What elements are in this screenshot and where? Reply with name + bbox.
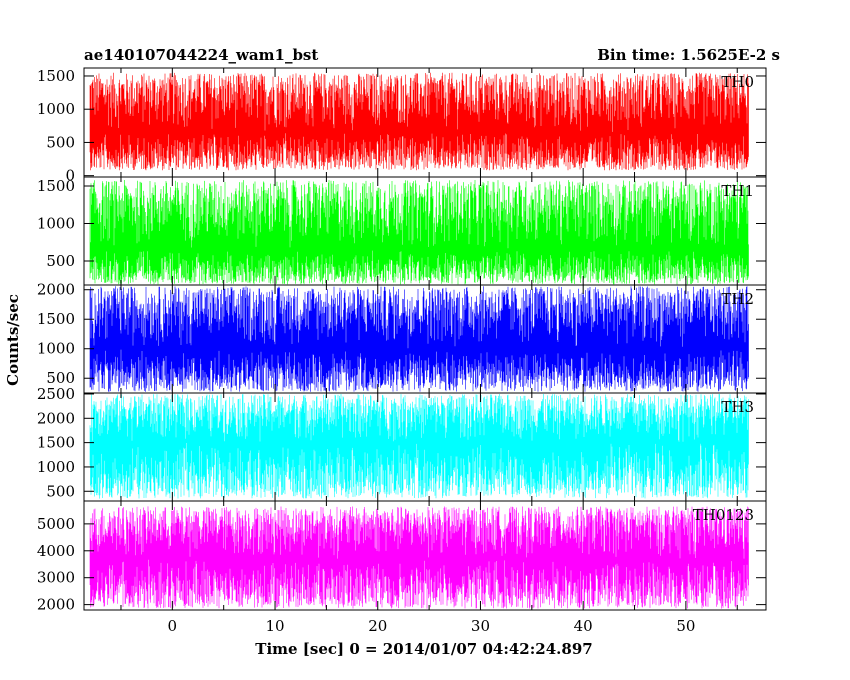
th0-ytick-label: 500 [46,133,75,151]
th2-ytick-label: 1000 [37,340,75,358]
th0123-panel-label: TH0123 [693,506,754,524]
th3-series-line [89,394,749,499]
bin-time-label: Bin time: 1.5625E-2 s [597,46,780,64]
th3-ytick-label: 500 [46,482,75,500]
chart-title: ae140107044224_wam1_bst [84,46,318,64]
th2-panel-label: TH2 [721,290,754,308]
x-axis-label: Time [sec] 0 = 2014/01/07 04:42:24.897 [255,640,592,658]
th1-ytick-label: 1000 [37,215,75,233]
th1-ytick-label: 500 [46,252,75,270]
th0-ytick-label: 0 [65,167,75,185]
xtick-label: 50 [676,617,695,635]
th0123-panel-frame [83,500,767,611]
th0123-ytick-label: 4000 [37,542,75,560]
xtick-label: 10 [265,617,284,635]
th0123-ytick-label: 5000 [37,515,75,533]
th0-panel-label: TH0 [721,73,754,91]
xtick-label: 40 [574,617,593,635]
th3-ytick-label: 2500 [37,385,75,403]
xtick-label: 0 [168,617,178,635]
xtick-label: 30 [471,617,490,635]
th3-panel-label: TH3 [721,398,754,416]
th2-ytick-label: 1500 [37,310,75,328]
th2-series-line [89,286,749,392]
th0-series-line [89,72,749,171]
xtick-label: 20 [368,617,387,635]
th3-ytick-label: 1500 [37,434,75,452]
th3-ytick-label: 2000 [37,409,75,427]
th0-ytick-label: 1000 [37,100,75,118]
th0123-ytick-label: 2000 [37,596,75,614]
th0123-series-line [89,506,749,609]
th0-ytick-label: 1500 [37,67,75,85]
th1-series-line [89,180,749,285]
th0123-ytick-label: 3000 [37,569,75,587]
th1-ytick-label: 1500 [37,177,75,195]
y-axis-label: Counts/sec [4,294,22,386]
th2-ytick-label: 500 [46,369,75,387]
th1-panel-label: TH1 [721,182,754,200]
th2-ytick-label: 2000 [37,281,75,299]
th3-ytick-label: 1000 [37,458,75,476]
